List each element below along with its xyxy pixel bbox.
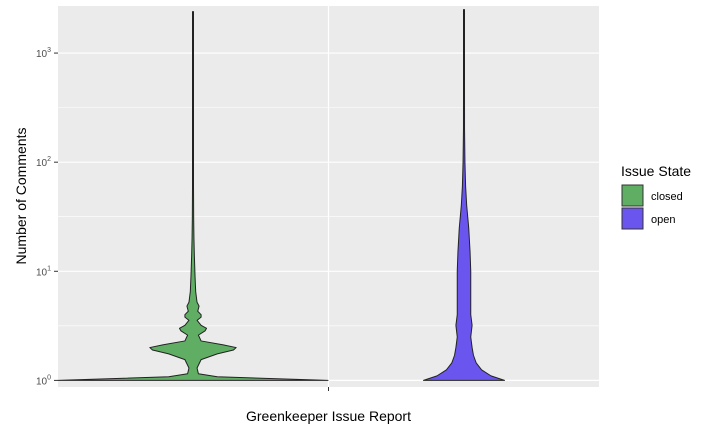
x-axis-title: Greenkeeper Issue Report: [246, 408, 411, 424]
legend-label-closed: closed: [651, 191, 683, 203]
y-tick-label: 101: [36, 265, 51, 278]
legend-swatch-open: [621, 207, 644, 230]
y-tick-label: 102: [36, 156, 51, 169]
violin-closed: [57, 11, 329, 381]
legend: Issue State closed open: [621, 163, 691, 230]
y-tick-label: 103: [36, 47, 51, 60]
violins: [57, 9, 505, 381]
y-axis-title: Number of Comments: [13, 128, 29, 265]
y-axis-ticks: 100 101 102 103: [36, 47, 58, 387]
legend-label-open: open: [651, 214, 675, 226]
y-tick-label: 100: [36, 374, 51, 387]
violin-open: [423, 9, 505, 381]
legend-title: Issue State: [621, 163, 691, 179]
legend-swatch-closed: [621, 184, 644, 207]
